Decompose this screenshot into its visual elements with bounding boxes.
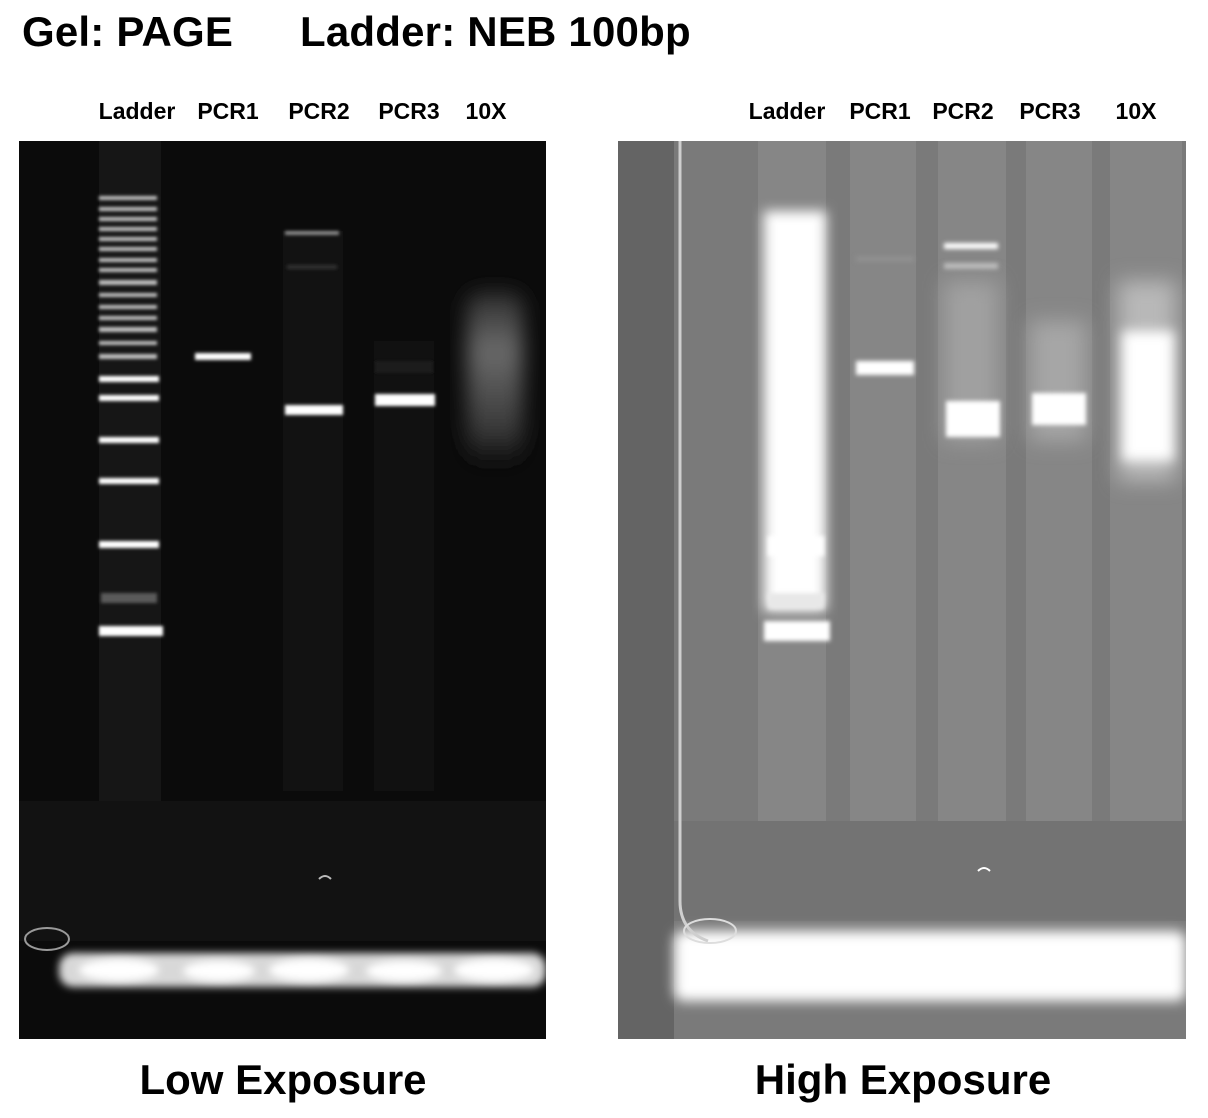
gel-type-title: Gel: PAGE (22, 8, 234, 55)
high-lane-label-pcr2: PCR2 (932, 98, 994, 124)
ladder-title: Ladder: NEB 100bp (300, 8, 691, 55)
low-exposure-gel-image (19, 141, 546, 1039)
low-exposure-caption: Low Exposure (139, 1056, 427, 1103)
low-lane-label-pcr3: PCR3 (378, 98, 440, 124)
low-lane-label-ladder: Ladder (98, 98, 176, 124)
low-lane-label-pcr1: PCR1 (197, 98, 259, 124)
high-exposure-gel-graphic (618, 141, 1186, 1039)
low-lane-label-pcr2: PCR2 (288, 98, 350, 124)
low-exposure-gel-graphic (19, 141, 546, 987)
high-lane-label-ladder: Ladder (748, 98, 826, 124)
high-lane-label-pcr3: PCR3 (1019, 98, 1081, 124)
high-lane-label-10x: 10X (1115, 98, 1157, 124)
low-lane-label-10x: 10X (465, 98, 507, 124)
high-exposure-gel-image (618, 141, 1186, 1039)
high-lane-label-pcr1: PCR1 (849, 98, 911, 124)
high-exposure-caption: High Exposure (754, 1056, 1052, 1103)
